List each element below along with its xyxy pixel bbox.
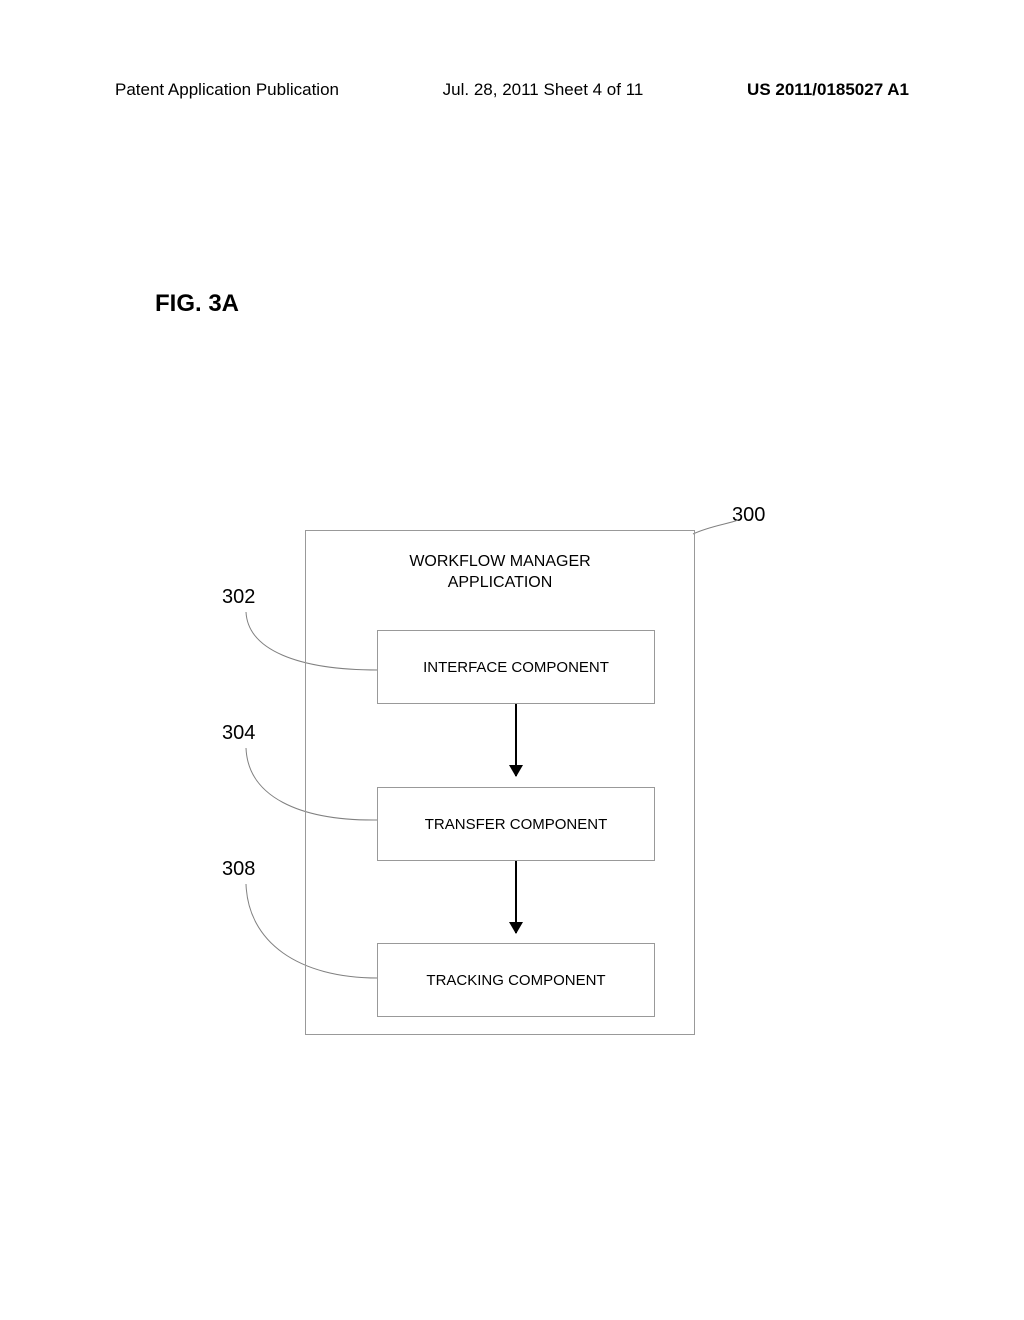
transfer-component-label: TRANSFER COMPONENT (425, 816, 608, 833)
refnum-308: 308 (222, 858, 255, 881)
lead-line-300 (690, 520, 750, 570)
header-publication: Patent Application Publication (115, 80, 339, 100)
outer-title: WORKFLOW MANAGER APPLICATION (305, 552, 695, 594)
header-pubnumber: US 2011/0185027 A1 (747, 80, 909, 100)
refnum-300: 300 (732, 504, 765, 527)
header-date-sheet: Jul. 28, 2011 Sheet 4 of 11 (443, 80, 644, 100)
refnum-302: 302 (222, 586, 255, 609)
tracking-component-label: TRACKING COMPONENT (426, 972, 605, 989)
outer-title-line1: WORKFLOW MANAGER (305, 552, 695, 573)
refnum-304: 304 (222, 722, 255, 745)
transfer-component-box: TRANSFER COMPONENT (377, 787, 655, 861)
page: Patent Application Publication Jul. 28, … (0, 0, 1024, 1320)
page-header: Patent Application Publication Jul. 28, … (0, 80, 1024, 100)
arrow-interface-to-transfer (515, 704, 517, 776)
diagram: WORKFLOW MANAGER APPLICATION INTERFACE C… (305, 530, 695, 1035)
tracking-component-box: TRACKING COMPONENT (377, 943, 655, 1017)
interface-component-label: INTERFACE COMPONENT (423, 659, 609, 676)
figure-label: FIG. 3A (155, 290, 239, 318)
outer-title-line2: APPLICATION (305, 573, 695, 594)
arrow-transfer-to-tracking (515, 861, 517, 933)
interface-component-box: INTERFACE COMPONENT (377, 630, 655, 704)
